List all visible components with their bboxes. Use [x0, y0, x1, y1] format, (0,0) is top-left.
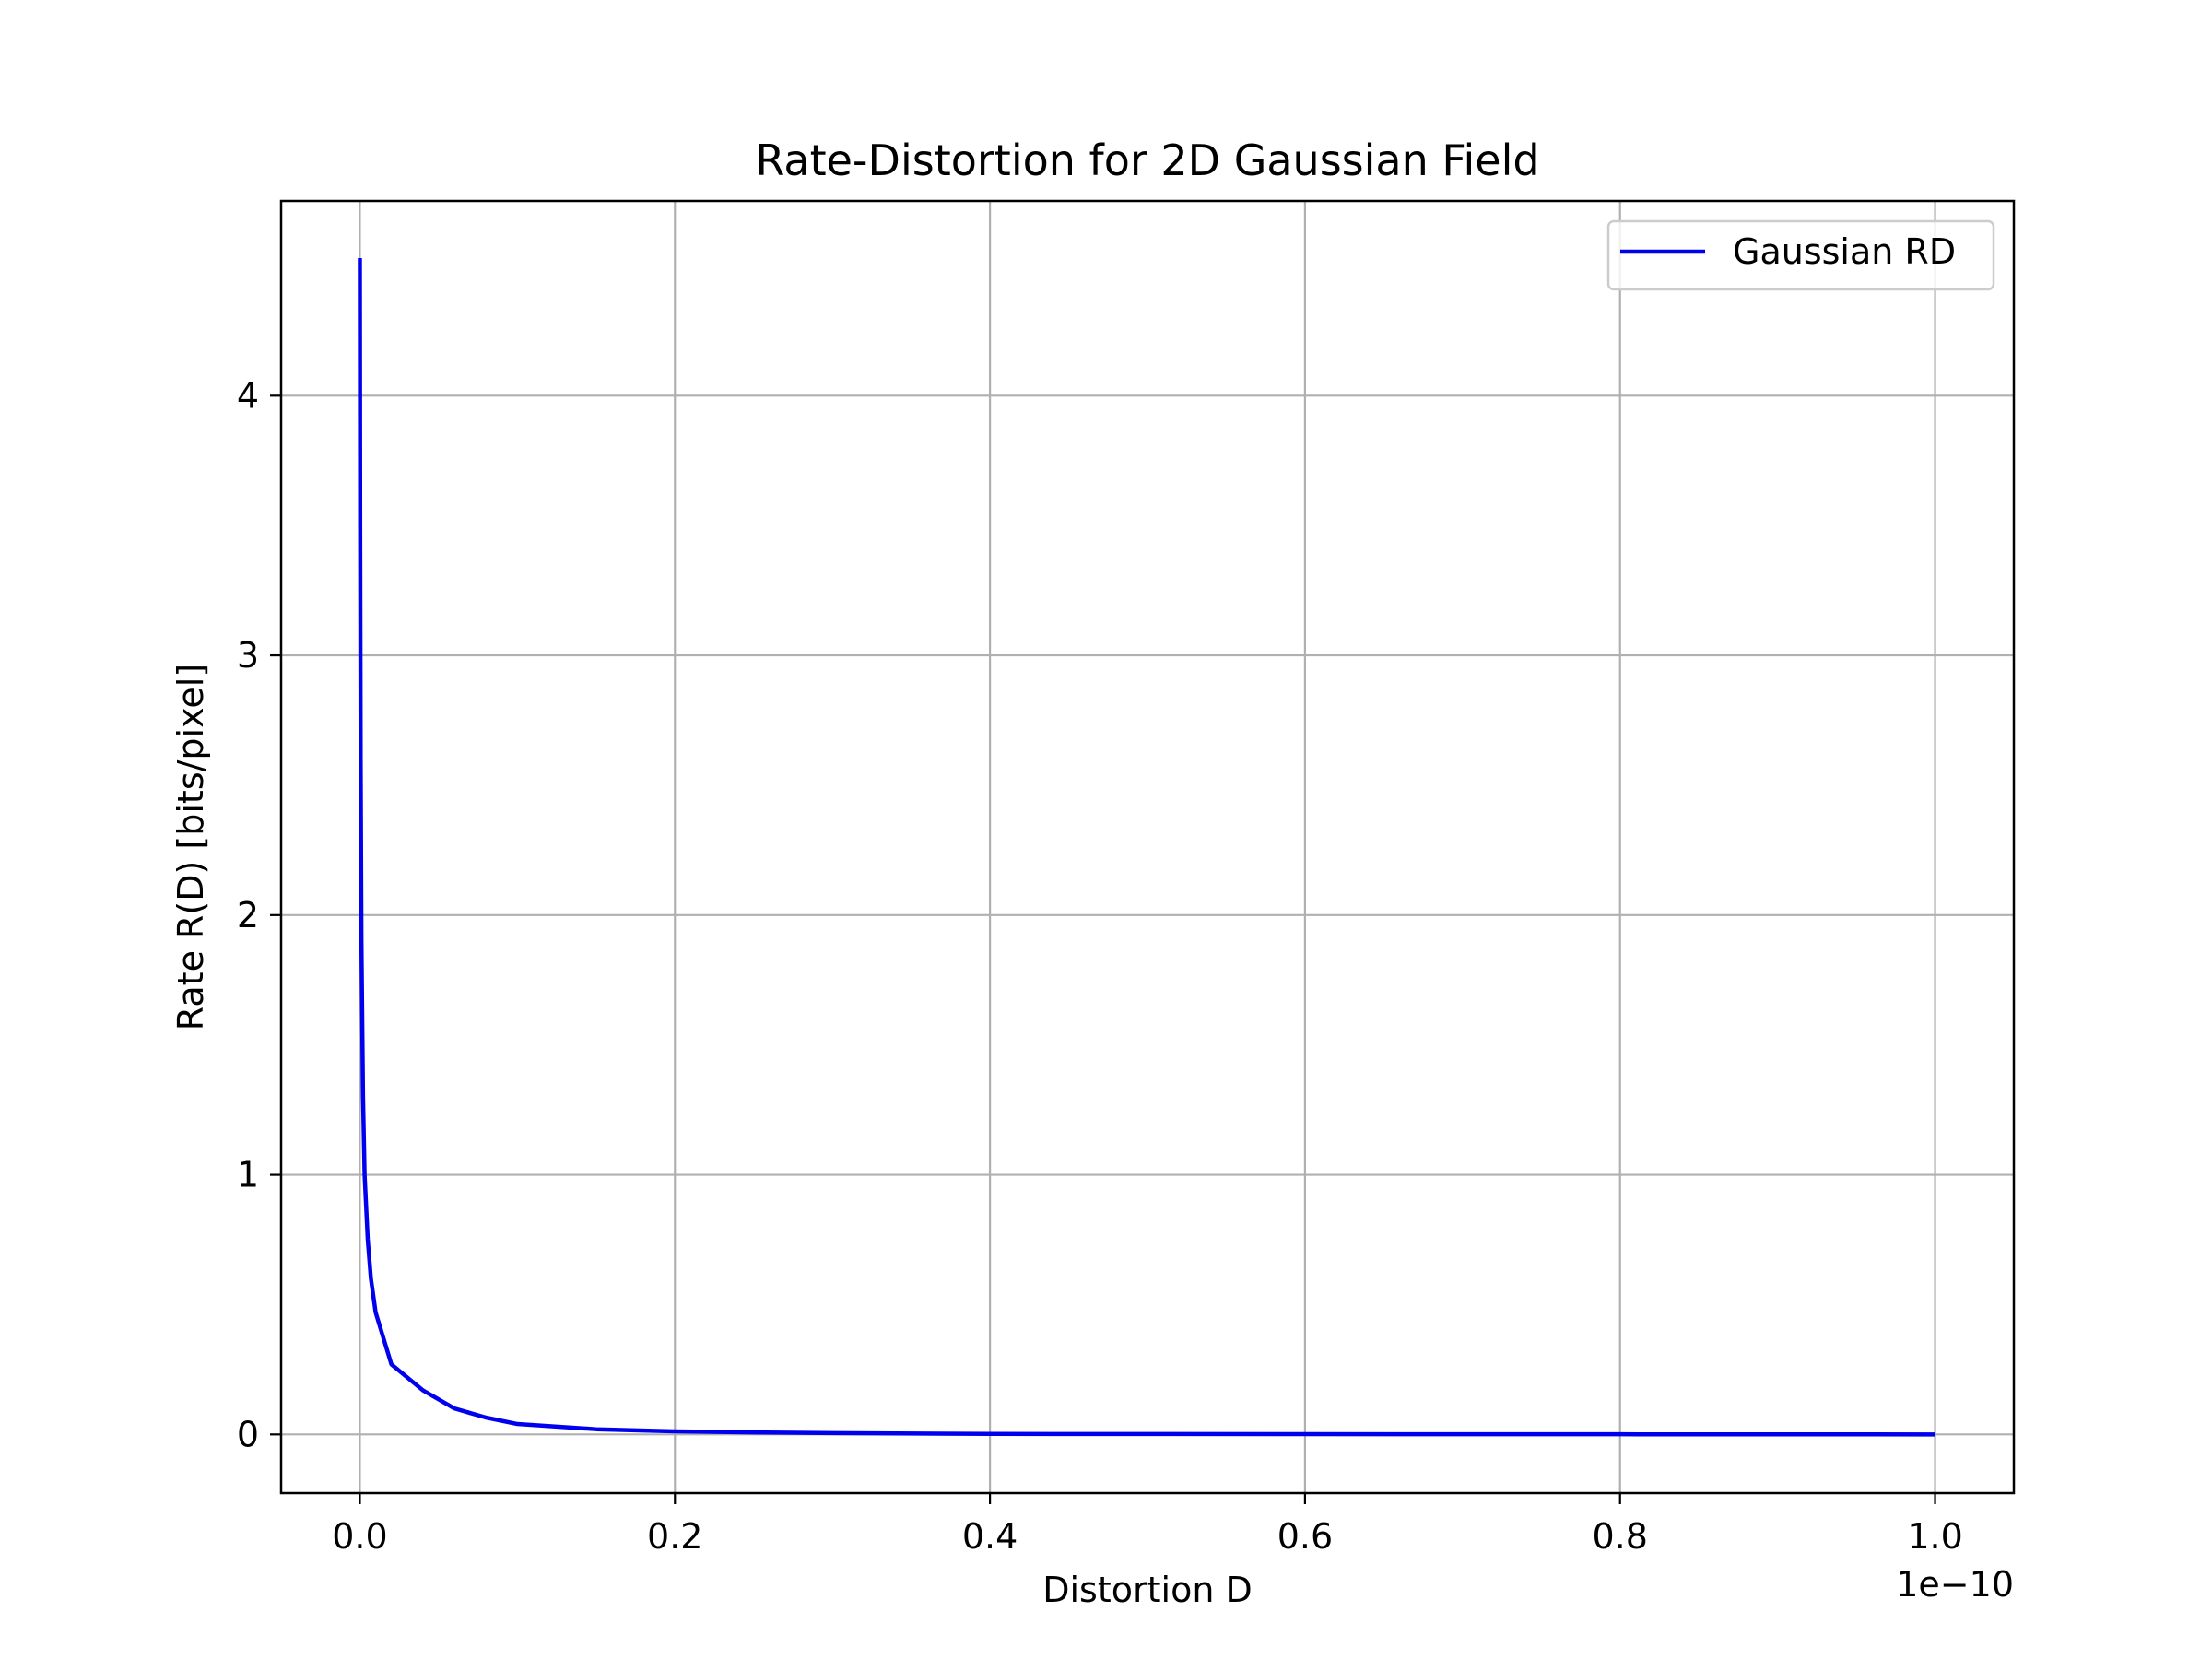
- x-tick-label: 0.8: [1593, 1516, 1648, 1557]
- legend-entry-label: Gaussian RD: [1733, 231, 1956, 272]
- grid: [281, 201, 2014, 1493]
- series-layer: [358, 257, 1936, 1437]
- x-tick-label: 0.0: [332, 1516, 387, 1557]
- x-tick-label: 1.0: [1907, 1516, 1962, 1557]
- legend-box: [1606, 219, 1995, 291]
- y-tick-label: 2: [237, 895, 259, 935]
- chart-title: Rate-Distortion for 2D Gaussian Field: [755, 135, 1539, 185]
- legend: Gaussian RD: [1606, 219, 1995, 291]
- y-tick-label: 1: [237, 1155, 259, 1195]
- x-tick-label: 0.4: [962, 1516, 1018, 1557]
- y-tick-label: 0: [237, 1414, 259, 1454]
- x-axis-label: Distortion D: [1042, 1570, 1253, 1610]
- x-tick-label: 0.2: [647, 1516, 702, 1557]
- y-axis-label: Rate R(D) [bits/pixel]: [171, 664, 211, 1030]
- y-axis-ticks: 0 1 2 3 4: [237, 375, 281, 1454]
- y-tick-label: 3: [237, 635, 259, 676]
- axes-frame: [279, 199, 2016, 1495]
- series-line-gaussian-rd: [358, 257, 1936, 1437]
- x-axis-offset-label: 1e−10: [1896, 1564, 2014, 1605]
- y-tick-label: 4: [237, 375, 259, 416]
- x-tick-label: 0.6: [1277, 1516, 1333, 1557]
- x-axis-ticks: 0.0 0.2 0.4 0.6 0.8 1.0: [332, 1493, 1963, 1557]
